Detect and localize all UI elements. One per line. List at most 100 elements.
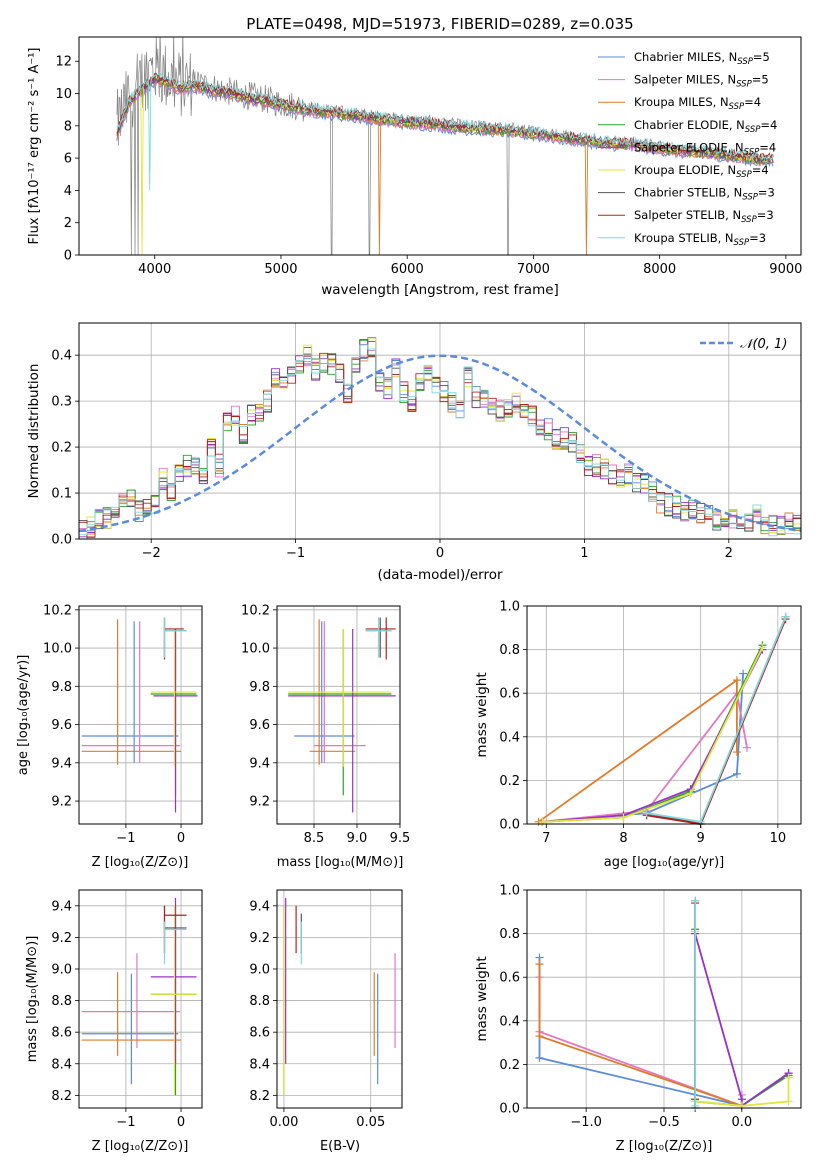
mass-vs-ebv-yticks: 8.2 8.4 8.6 8.8 9.0 9.2 9.4	[249, 899, 277, 1104]
massweight-vs-Z-xlabel: Z [log₁₀(Z/Z⊙)]	[616, 1139, 713, 1154]
y-tick-label: 12	[55, 55, 72, 70]
age-vs-Z-xticks: −1 0	[116, 824, 185, 846]
y-tick-label: 0.4	[499, 1014, 520, 1029]
point-kroupa_elodie	[784, 1097, 793, 1106]
x-tick-label: 0	[436, 546, 444, 561]
x-tick-label: 0.05	[356, 1115, 385, 1130]
massweight-vs-age-xticks: 7 8 9 10	[542, 824, 786, 846]
age-vs-Z-grid	[79, 606, 202, 824]
massweight-vs-age-plot-area	[527, 606, 801, 824]
point-chabrier_miles	[739, 669, 748, 678]
y-tick-label: 9.2	[249, 931, 270, 946]
x-tick-label: −2	[142, 546, 161, 561]
point-salpeter_miles	[742, 743, 751, 752]
point-kroupa_miles	[535, 1032, 544, 1041]
legend-label: Chabrier STELIB, NSSP=3	[634, 186, 775, 203]
massweight-vs-Z-panel: −1.0 −0.5 0.0 0.0 0.2 0.4 0.6 0.8 1.0 Z [log₁₀(…	[474, 884, 802, 1154]
x-tick-label: 9.5	[390, 831, 411, 846]
y-tick-label: 10.0	[43, 642, 72, 657]
point-kroupa_elodie	[784, 1073, 793, 1082]
x-tick-label: 1	[580, 546, 588, 561]
y-tick-label: 9.8	[51, 680, 72, 695]
x-tick-label: 9	[697, 831, 705, 846]
y-tick-label: 9.4	[249, 899, 270, 914]
point-kroupa_elodie	[619, 813, 628, 822]
massweight-vs-Z-marks	[535, 896, 793, 1112]
x-tick-label: −0.5	[648, 1115, 680, 1130]
mass-vs-Z-ylabel: mass [log₁₀(M/M⊙)]	[25, 936, 40, 1063]
massweight-vs-Z-yticks: 0.0 0.2 0.4 0.6 0.8 1.0	[499, 884, 527, 1117]
y-tick-label: 9.4	[51, 899, 72, 914]
spectrum-legend: Chabrier MILES, NSSP=5 Salpeter MILES, NS…	[598, 50, 777, 248]
y-tick-label: 8.4	[51, 1057, 72, 1072]
spectrum-xticks: 4000 5000 6000 7000 8000 9000	[138, 255, 802, 277]
x-tick-label: 6000	[391, 262, 424, 277]
y-tick-label: 8.4	[249, 1057, 270, 1072]
spectrum-ylabel: Flux [fλ10⁻¹⁷ erg cm⁻² s⁻¹ A⁻¹]	[27, 48, 42, 245]
x-tick-label: 9.0	[347, 831, 368, 846]
mass-vs-ebv-frame	[276, 889, 403, 1109]
gaussian-curve	[78, 354, 802, 533]
histogram-kroupa_stelib	[79, 344, 801, 537]
x-tick-label: 0	[177, 831, 185, 846]
x-tick-label: 8.5	[304, 831, 325, 846]
x-tick-label: −1	[116, 831, 135, 846]
age-vs-mass-xlabel: mass [log₁₀(M/M⊙)]	[277, 855, 404, 870]
mass-vs-Z-yticks: 8.2 8.4 8.6 8.8 9.0 9.2 9.4	[51, 899, 79, 1104]
y-tick-label: 2	[64, 216, 72, 231]
y-tick-label: 9.4	[51, 756, 72, 771]
histogram-ylabel: Normed distribution	[26, 364, 42, 499]
mass-vs-ebv-xticks: 0.00 0.05	[269, 1108, 385, 1130]
mass-vs-ebv-panel: 0.00 0.05 8.2 8.4 8.6 8.8 9.0 9.2 9.4 E(B-V)	[249, 889, 403, 1154]
point-kroupa_elodie	[686, 789, 695, 798]
residual-histogram-panel: −2 −1 0 1 2 0.0 0.1 0.2 0.3 0.4 (data-model)/err…	[26, 322, 802, 583]
massweight-vs-age-xlabel: age [log₁₀(age/yr)]	[604, 855, 725, 870]
x-tick-label: −1	[286, 546, 305, 561]
point-kroupa_stelib	[691, 896, 700, 905]
y-tick-label: 0.2	[51, 441, 72, 456]
x-tick-label: 0	[177, 1115, 185, 1130]
y-tick-label: 9.2	[249, 795, 270, 810]
y-tick-label: 9.6	[249, 718, 270, 733]
age-vs-mass-panel: 8.5 9.0 9.5 9.2 9.4 9.6 9.8 10.0 10.2 mass [log…	[241, 603, 410, 870]
model-spectrum-chabrier_miles	[116, 79, 774, 168]
y-tick-label: 1.0	[499, 600, 520, 615]
gaussian-legend-label: 𝒩(0, 1)	[740, 337, 787, 352]
y-tick-label: 10.2	[241, 603, 270, 618]
age-vs-Z-panel: −1 0 9.2 9.4 9.6 9.8 10.0 10.2 Z [log₁₀(Z/Z⊙)]…	[16, 603, 203, 870]
mass-vs-Z-marks	[81, 897, 197, 1096]
x-tick-label: 7	[542, 831, 550, 846]
x-tick-label: 10	[770, 831, 787, 846]
y-tick-label: 0.8	[499, 927, 520, 942]
y-tick-label: 0.4	[499, 730, 520, 745]
y-tick-label: 8.8	[51, 994, 72, 1009]
age-vs-Z-ylabel: age [log₁₀(age/yr)]	[16, 655, 31, 776]
point-kroupa_miles	[535, 960, 544, 969]
y-tick-label: 9.2	[51, 931, 72, 946]
mass-vs-Z-frame	[78, 889, 203, 1109]
spectrum-panel: PLATE=0498, MJD=51973, FIBERID=0289, z=0…	[27, 15, 802, 298]
y-tick-label: 9.8	[249, 680, 270, 695]
point-kroupa_miles	[732, 676, 741, 685]
massweight-vs-age-ylabel: mass weight	[474, 672, 490, 757]
legend-label: Kroupa STELIB, NSSP=3	[634, 231, 766, 248]
y-tick-label: 0.1	[51, 487, 72, 502]
histogram-marks	[78, 337, 802, 540]
legend-label: Chabrier MILES, NSSP=5	[634, 50, 770, 67]
y-tick-label: 9.0	[249, 962, 270, 977]
mass-vs-Z-xlabel: Z [log₁₀(Z/Z⊙)]	[92, 1139, 189, 1154]
x-tick-label: −1	[116, 1115, 135, 1130]
histogram-yticks: 0.0 0.1 0.2 0.3 0.4	[51, 349, 79, 548]
x-tick-label: 4000	[138, 262, 171, 277]
y-tick-label: 9.4	[249, 756, 270, 771]
legend-label: Kroupa ELODIE, NSSP=4	[634, 163, 769, 180]
point-kroupa_miles	[732, 748, 741, 757]
spectrum-marks	[116, 37, 774, 255]
point-kroupa_stelib	[781, 612, 790, 621]
spectrum-frame	[78, 36, 802, 256]
point-kroupa_elodie	[758, 643, 767, 652]
y-tick-label: 0.3	[51, 395, 72, 410]
y-tick-label: 0.6	[499, 971, 520, 986]
y-tick-label: 0.2	[499, 774, 520, 789]
mass-vs-ebv-marks	[283, 897, 396, 1096]
